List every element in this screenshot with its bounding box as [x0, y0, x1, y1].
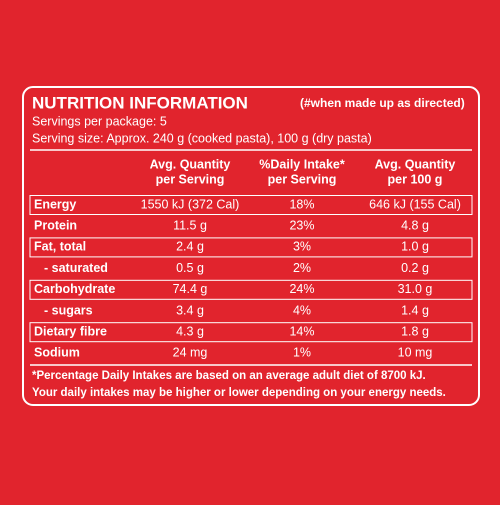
- row-label: - saturated: [44, 261, 108, 275]
- cell: 11.5 g: [173, 218, 207, 232]
- cell: 14%: [289, 324, 314, 338]
- cell: 24 mg: [173, 346, 208, 360]
- cell: 4%: [293, 303, 311, 317]
- frame: [22, 86, 480, 406]
- cell: 1.4 g: [401, 303, 429, 317]
- serving-size: Serving size: Approx. 240 g (cooked past…: [32, 131, 372, 145]
- cell: 4.3 g: [176, 324, 204, 338]
- cell: 10 mg: [398, 346, 433, 360]
- footnote: *Percentage Daily Intakes are based on a…: [32, 370, 426, 382]
- cell: 4.8 g: [401, 218, 429, 232]
- row-label: Sodium: [34, 346, 80, 360]
- column-header: per Serving: [156, 172, 225, 186]
- row-label: Fat, total: [34, 240, 86, 254]
- row-highlight: [29, 237, 473, 258]
- subtitle: (#when made up as directed): [300, 96, 465, 110]
- cell: 23%: [289, 218, 314, 232]
- column-header: per 100 g: [388, 172, 443, 186]
- servings: Servings per package: 5: [32, 114, 167, 128]
- row-highlight: [29, 279, 473, 300]
- cell: 1550 kJ (372 Cal): [141, 197, 240, 211]
- cell: 0.5 g: [176, 261, 204, 275]
- row-label: - sugars: [44, 303, 93, 317]
- row-highlight: [29, 322, 473, 343]
- row-label: Dietary fibre: [34, 324, 107, 338]
- column-header: Avg. Quantity: [375, 157, 456, 171]
- title: NUTRITION INFORMATION: [32, 93, 248, 112]
- cell: 24%: [289, 282, 314, 296]
- cell: 3.4 g: [176, 303, 204, 317]
- cell: 1.0 g: [401, 240, 429, 254]
- cell: 1.8 g: [401, 324, 429, 338]
- cell: 18%: [289, 197, 314, 211]
- cell: 2.4 g: [176, 240, 204, 254]
- row-highlight: [29, 195, 473, 215]
- footnote: Your daily intakes may be higher or lowe…: [32, 387, 446, 399]
- cell: 0.2 g: [401, 261, 429, 275]
- cell: 1%: [293, 346, 311, 360]
- cell: 74.4 g: [173, 282, 208, 296]
- row-label: Energy: [34, 197, 76, 211]
- cell: 3%: [293, 240, 311, 254]
- cell: 646 kJ (155 Cal): [369, 197, 461, 211]
- cell: 2%: [293, 261, 311, 275]
- column-header: per Serving: [268, 172, 337, 186]
- row-label: Carbohydrate: [34, 282, 115, 296]
- column-header: %Daily Intake*: [259, 157, 345, 171]
- column-header: Avg. Quantity: [150, 157, 231, 171]
- cell: 31.0 g: [398, 282, 433, 296]
- row-label: Protein: [34, 218, 77, 232]
